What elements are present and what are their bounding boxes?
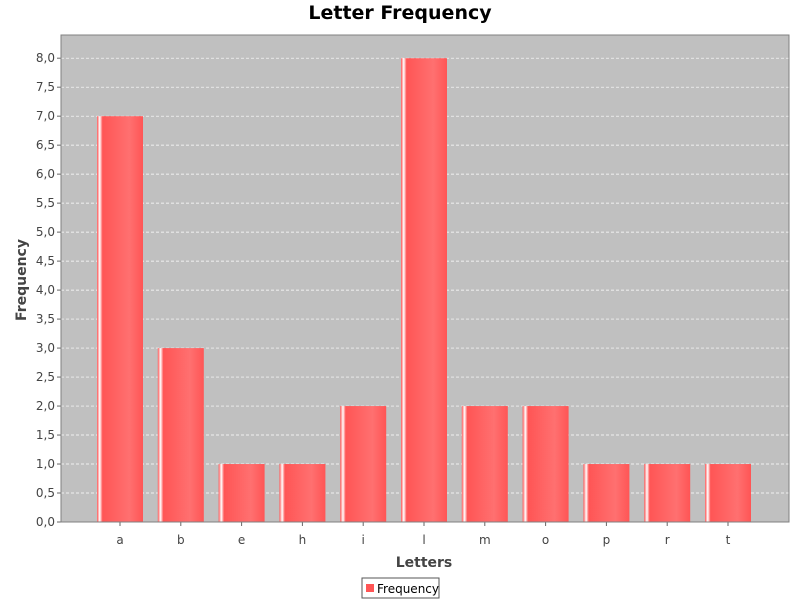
y-tick-label: 4,5 [36, 254, 55, 268]
y-tick-label: 1,5 [36, 428, 55, 442]
y-tick-label: 8,0 [36, 51, 55, 65]
x-tick-label: o [542, 533, 549, 547]
x-tick-label: l [422, 533, 425, 547]
y-tick-label: 0,5 [36, 486, 55, 500]
y-tick-label: 2,0 [36, 399, 55, 413]
bar [97, 116, 143, 523]
x-tick-label: m [479, 533, 491, 547]
bar [644, 464, 691, 522]
x-tick-label: e [238, 533, 245, 547]
x-tick-label: b [177, 533, 185, 547]
bar [461, 406, 508, 522]
bar [583, 464, 630, 522]
y-tick-label: 1,0 [36, 457, 55, 471]
bar [522, 406, 569, 522]
y-tick-label: 6,5 [36, 138, 55, 152]
y-axis-title: Frequency [14, 239, 30, 321]
bar [218, 464, 265, 522]
bar [705, 464, 751, 522]
legend-label: Frequency [377, 582, 439, 596]
legend-swatch [366, 584, 374, 592]
y-tick-label: 4,0 [36, 283, 55, 297]
y-tick-label: 5,5 [36, 196, 55, 210]
bar [157, 348, 204, 522]
x-tick-label: a [116, 533, 123, 547]
x-tick-label: t [726, 533, 731, 547]
bar [279, 464, 326, 522]
y-tick-label: 5,0 [36, 225, 55, 239]
y-tick-label: 6,0 [36, 167, 55, 181]
y-tick-label: 3,0 [36, 341, 55, 355]
legend-box [361, 577, 440, 599]
x-axis-title: Letters [396, 555, 453, 571]
y-tick-label: 3,5 [36, 312, 55, 326]
bar [340, 406, 387, 522]
plot-border [60, 34, 790, 523]
y-tick-label: 7,5 [36, 80, 55, 94]
x-tick-label: p [603, 533, 611, 547]
y-tick-label: 2,5 [36, 370, 55, 384]
y-tick-label: 7,0 [36, 109, 55, 123]
legend: Frequency [361, 577, 440, 599]
y-tick-label: 0,0 [36, 515, 55, 529]
chart-title: Letter Frequency [308, 2, 492, 24]
x-tick-label: r [665, 533, 670, 547]
x-tick-label: h [299, 533, 307, 547]
x-tick-label: i [362, 533, 365, 547]
bar [401, 58, 447, 522]
